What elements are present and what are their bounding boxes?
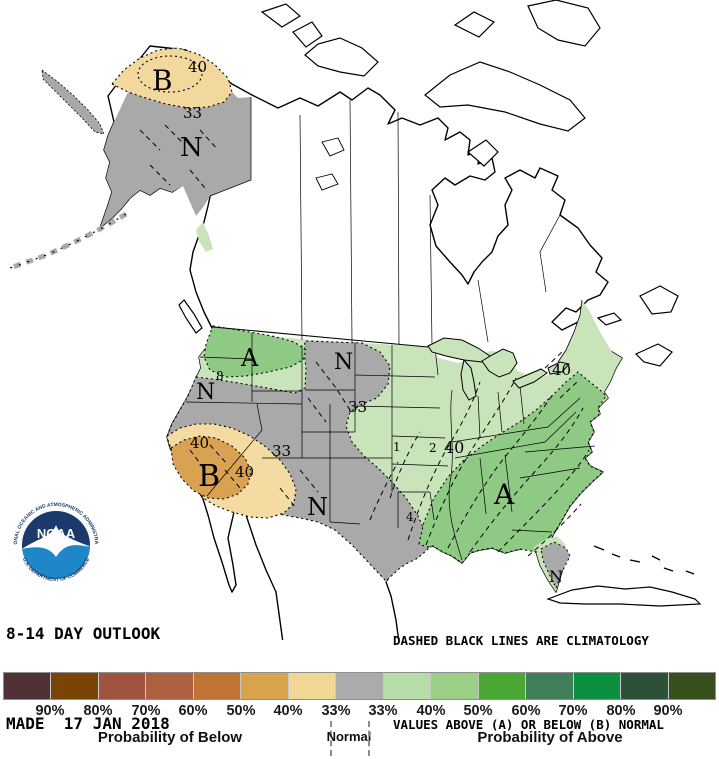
map-label-40-california-top: 40 <box>190 434 209 452</box>
legend-swatch-below-80 <box>51 673 98 699</box>
legend-tick: 33% <box>321 703 351 719</box>
map-label-climo-8: 8 <box>216 369 224 383</box>
region-near-normal-florida <box>540 541 571 590</box>
region-above-medium-pnw <box>203 325 307 378</box>
legend-caption-below: Probability of Below <box>97 729 243 746</box>
legend-tick: 90% <box>653 703 683 719</box>
legend-swatch-above-50 <box>478 673 526 699</box>
arctic-islands <box>178 0 679 367</box>
noaa-logo: NOAA NATIONAL OCEANIC AND ATMOSPHERIC AD… <box>8 497 103 592</box>
legend-swatch-below-40 <box>241 673 288 699</box>
legend-swatch-below-60 <box>146 673 193 699</box>
legend-swatch-near-normal <box>336 673 383 699</box>
great-lakes <box>427 337 570 401</box>
aleutian-islands-chain <box>9 211 128 271</box>
map-label-n-florida: N <box>549 567 563 586</box>
legend-swatch-below-70 <box>98 673 146 699</box>
outlook-map: B 40 33 N A N 8 40 B 40 33 N N 33 1 2 40… <box>9 0 702 640</box>
legend-tick: 80% <box>83 703 113 719</box>
map-label-a-northwest: A <box>240 344 259 372</box>
legend-swatch-above-60 <box>526 673 573 699</box>
legend-tick: 60% <box>511 703 541 719</box>
legend-caption-above: Probability of Above <box>477 729 623 746</box>
legend-swatch-above-40 <box>431 673 478 699</box>
legend-tick: 50% <box>226 703 256 719</box>
climatology-dashed-lines <box>139 124 590 557</box>
map-label-climo-4: 4 <box>406 510 414 524</box>
legend-swatch-above-70 <box>573 673 621 699</box>
canada-province-borders <box>209 97 561 347</box>
legend-tick: 90% <box>35 703 65 719</box>
map-label-40-california-right: 40 <box>235 463 254 481</box>
legend-caption-normal: Normal <box>326 729 372 744</box>
legend-tick: 60% <box>178 703 208 719</box>
map-label-33-plains: 33 <box>348 398 367 416</box>
legend-tick: 50% <box>463 703 493 719</box>
legend-swatch-below-33 <box>288 673 336 699</box>
legend-tick: 70% <box>131 703 161 719</box>
map-label-33-california: 33 <box>272 442 291 460</box>
note-line-1: DASHED BLACK LINES ARE CLIMATOLOGY <box>393 633 649 648</box>
legend-tick: 70% <box>558 703 588 719</box>
map-label-n-plains: N <box>334 350 353 375</box>
chukotka-gray-coast <box>41 69 105 135</box>
normal-dash-right <box>368 721 370 756</box>
map-label-b-alaska: B <box>152 64 173 97</box>
title-line-made-date: MADE 17 JAN 2018 <box>6 714 170 733</box>
aleutian-islands-dots <box>9 213 127 269</box>
map-label-climo-1: 1 <box>393 440 401 454</box>
map-label-n-southwest: N <box>307 493 328 521</box>
legend-swatch-above-33 <box>383 673 431 699</box>
noaa-logo-wordmark: NOAA <box>37 526 76 541</box>
region-below-alaska <box>111 47 233 109</box>
us-canada-border <box>212 326 429 348</box>
region-above-light-panhandle <box>196 222 213 252</box>
alaska-40-contour <box>137 55 203 93</box>
legend-swatch-above-80 <box>621 673 668 699</box>
legend-tick: 80% <box>606 703 636 719</box>
map-label-n-west: N <box>196 380 215 405</box>
map-label-a-southeast: A <box>493 478 515 511</box>
normal-dash-left <box>330 721 332 756</box>
legend-swatch-below-90 <box>4 673 51 699</box>
legend-swatch-below-50 <box>193 673 241 699</box>
bahamas-islands <box>593 545 695 575</box>
map-label-40-ohio-valley: 40 <box>444 438 464 457</box>
legend-tick: 40% <box>273 703 303 719</box>
map-label-n-alaska: N <box>180 133 203 163</box>
noaa-logo-bird-icon <box>22 525 90 557</box>
legend-swatch-above-90 <box>668 673 716 699</box>
map-label-33-alaska: 33 <box>183 104 202 122</box>
cuba-coastline <box>546 585 702 607</box>
title-line-outlook: 8-14 DAY OUTLOOK <box>6 624 161 643</box>
note-line-3: VALUES ABOVE (A) OR BELOW (B) NORMAL <box>393 717 664 732</box>
legend-color-bar <box>3 672 716 700</box>
canada-lakes <box>315 137 345 191</box>
legend-tick: 40% <box>416 703 446 719</box>
map-label-40-northeast: 40 <box>552 361 571 379</box>
map-label-b-california: B <box>198 459 220 494</box>
maine-border <box>557 299 583 363</box>
legend-tick: 33% <box>368 703 398 719</box>
map-label-40-alaska: 40 <box>188 58 207 76</box>
map-label-climo-2: 2 <box>429 441 437 455</box>
region-near-normal-alaska <box>100 92 251 228</box>
